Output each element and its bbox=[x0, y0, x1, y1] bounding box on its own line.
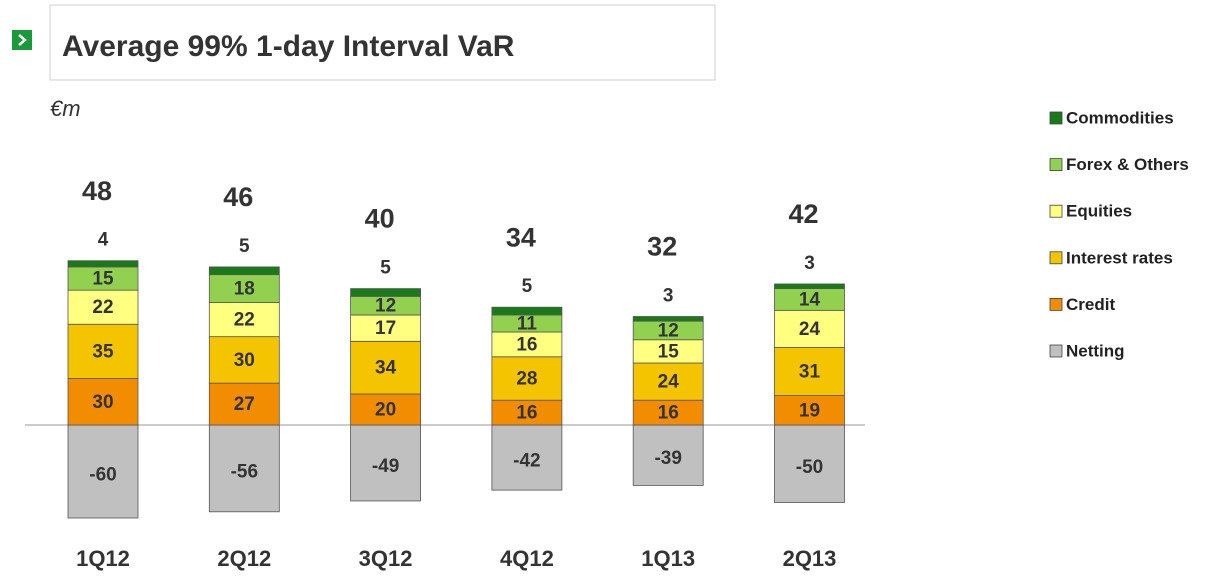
bar-segment bbox=[67, 378, 139, 426]
segment-label: 24 bbox=[658, 372, 680, 393]
legend-swatch bbox=[1049, 158, 1063, 172]
bar-segment bbox=[208, 274, 280, 303]
segment-label: 16 bbox=[516, 334, 537, 355]
bar-segment bbox=[208, 382, 280, 426]
bar-segment bbox=[208, 302, 280, 338]
bar-segment bbox=[491, 306, 563, 316]
legend-swatch bbox=[1049, 111, 1063, 125]
total-label: 46 bbox=[223, 182, 253, 212]
chevron bbox=[18, 34, 27, 46]
bar-segment bbox=[774, 309, 845, 348]
bar-segment bbox=[208, 266, 280, 276]
bar-segment bbox=[491, 356, 563, 401]
x-tick-label: 1Q13 bbox=[641, 546, 695, 571]
segment-label: 17 bbox=[375, 318, 396, 339]
segment-label: 34 bbox=[375, 358, 397, 379]
bar-segment bbox=[67, 260, 139, 268]
segment-label: 30 bbox=[234, 350, 255, 371]
x-tick-label: 2Q13 bbox=[783, 546, 837, 571]
segment-label: 3 bbox=[663, 286, 674, 307]
segment-label: 11 bbox=[517, 313, 538, 334]
segment-label: 27 bbox=[234, 394, 255, 415]
bar-segment bbox=[67, 323, 139, 379]
title-box bbox=[49, 4, 716, 81]
legend-swatch bbox=[1049, 251, 1063, 265]
x-tick-label: 4Q12 bbox=[500, 546, 554, 571]
legend-label: Forex & Others bbox=[1066, 155, 1189, 174]
bar-segment bbox=[774, 283, 845, 290]
segment-label: 35 bbox=[92, 341, 114, 362]
segment-label: -39 bbox=[654, 448, 681, 469]
total-label: 48 bbox=[82, 176, 112, 206]
segment-label: 15 bbox=[658, 341, 680, 362]
bar-segment bbox=[632, 316, 704, 322]
bar-segment bbox=[350, 340, 422, 395]
legend-label: Equities bbox=[1066, 202, 1132, 221]
legend-label: Commodities bbox=[1066, 108, 1174, 127]
legend-label: Credit bbox=[1066, 295, 1115, 314]
unit-label: €m bbox=[50, 96, 81, 121]
bar-segment bbox=[491, 331, 563, 358]
bar-segment bbox=[632, 424, 704, 486]
segment-label: 15 bbox=[92, 269, 114, 290]
segment-label: 5 bbox=[380, 258, 391, 279]
segment-label: 31 bbox=[799, 362, 821, 383]
segment-label: 24 bbox=[799, 319, 821, 340]
segment-label: 16 bbox=[516, 403, 537, 424]
title-icon bbox=[12, 30, 32, 50]
legend-swatch bbox=[1049, 297, 1063, 311]
bar-segment bbox=[774, 347, 845, 396]
legend-swatch bbox=[1049, 204, 1063, 218]
bar-segment bbox=[350, 393, 422, 426]
segment-label: 14 bbox=[799, 289, 821, 310]
bar-segment bbox=[350, 314, 422, 342]
segment-label: 5 bbox=[522, 276, 533, 297]
chart-title: Average 99% 1-day Interval VaR bbox=[62, 30, 515, 63]
segment-label: -50 bbox=[796, 457, 823, 478]
segment-label: 20 bbox=[375, 400, 396, 421]
x-tick-label: 3Q12 bbox=[359, 546, 413, 571]
total-label: 42 bbox=[788, 199, 818, 229]
bar-segment bbox=[632, 399, 704, 426]
bar-segment bbox=[208, 336, 280, 384]
segment-label: -60 bbox=[89, 465, 116, 486]
x-tick-label: 1Q12 bbox=[76, 546, 130, 571]
segment-label: 19 bbox=[799, 400, 820, 421]
segment-label: 30 bbox=[92, 392, 113, 413]
bar-segment bbox=[632, 362, 704, 401]
segment-label: 22 bbox=[92, 297, 113, 318]
segment-label: 22 bbox=[234, 310, 255, 331]
bar-segment bbox=[350, 424, 422, 502]
total-label: 32 bbox=[647, 232, 677, 262]
segment-label: 12 bbox=[658, 320, 679, 341]
segment-label: 3 bbox=[804, 253, 815, 274]
segment-label: 28 bbox=[516, 369, 537, 390]
segment-label: -49 bbox=[372, 456, 399, 477]
bar-segment bbox=[350, 288, 422, 297]
bar-segment bbox=[774, 395, 845, 426]
segment-label: 12 bbox=[375, 296, 396, 317]
segment-label: 4 bbox=[98, 230, 109, 251]
x-tick-label: 2Q12 bbox=[217, 546, 271, 571]
legend-label: Netting bbox=[1066, 341, 1125, 360]
segment-label: 5 bbox=[239, 236, 250, 257]
total-label: 34 bbox=[506, 222, 536, 252]
segment-label: -56 bbox=[231, 461, 258, 482]
legend-label: Interest rates bbox=[1066, 248, 1173, 267]
segment-label: 16 bbox=[658, 403, 679, 424]
total-label: 40 bbox=[365, 204, 395, 234]
segment-label: 18 bbox=[234, 279, 255, 300]
segment-label: -42 bbox=[513, 451, 540, 472]
bar-segment bbox=[774, 424, 845, 503]
bar-segment bbox=[491, 424, 563, 491]
legend-swatch bbox=[1049, 344, 1063, 358]
bar-segment bbox=[67, 289, 139, 325]
